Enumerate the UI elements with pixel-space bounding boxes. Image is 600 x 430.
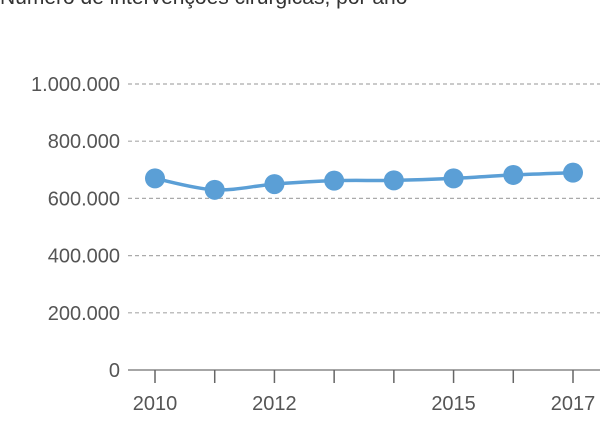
data-point bbox=[443, 168, 464, 189]
data-point bbox=[503, 164, 524, 185]
y-tick-label: 200.000 bbox=[48, 303, 120, 325]
x-axis-ticks: 2010 2012 2015 2017 bbox=[133, 370, 596, 415]
y-axis-tick-labels: 0 200.000 400.000 600.000 800.000 1.000.000 bbox=[31, 74, 120, 382]
y-tick-label: 800.000 bbox=[48, 131, 120, 153]
data-point bbox=[145, 168, 165, 189]
y-tick-label: 600.000 bbox=[48, 188, 120, 210]
data-point bbox=[264, 174, 285, 195]
data-point bbox=[563, 162, 583, 183]
y-tick-label: 400.000 bbox=[48, 246, 120, 268]
data-point bbox=[204, 179, 225, 200]
y-tick-label: 1.000.000 bbox=[31, 74, 120, 96]
x-tick-label: 2015 bbox=[431, 393, 476, 415]
chart-title: Número de intervenções cirúrgicas, por a… bbox=[0, 0, 407, 10]
grid-lines bbox=[128, 83, 600, 314]
x-tick-label: 2010 bbox=[133, 393, 178, 415]
data-point bbox=[324, 170, 345, 191]
data-points bbox=[145, 162, 583, 200]
x-tick-label: 2012 bbox=[252, 393, 297, 415]
data-point bbox=[383, 170, 404, 191]
x-tick-label: 2017 bbox=[551, 393, 596, 415]
y-tick-label: 0 bbox=[109, 360, 120, 382]
